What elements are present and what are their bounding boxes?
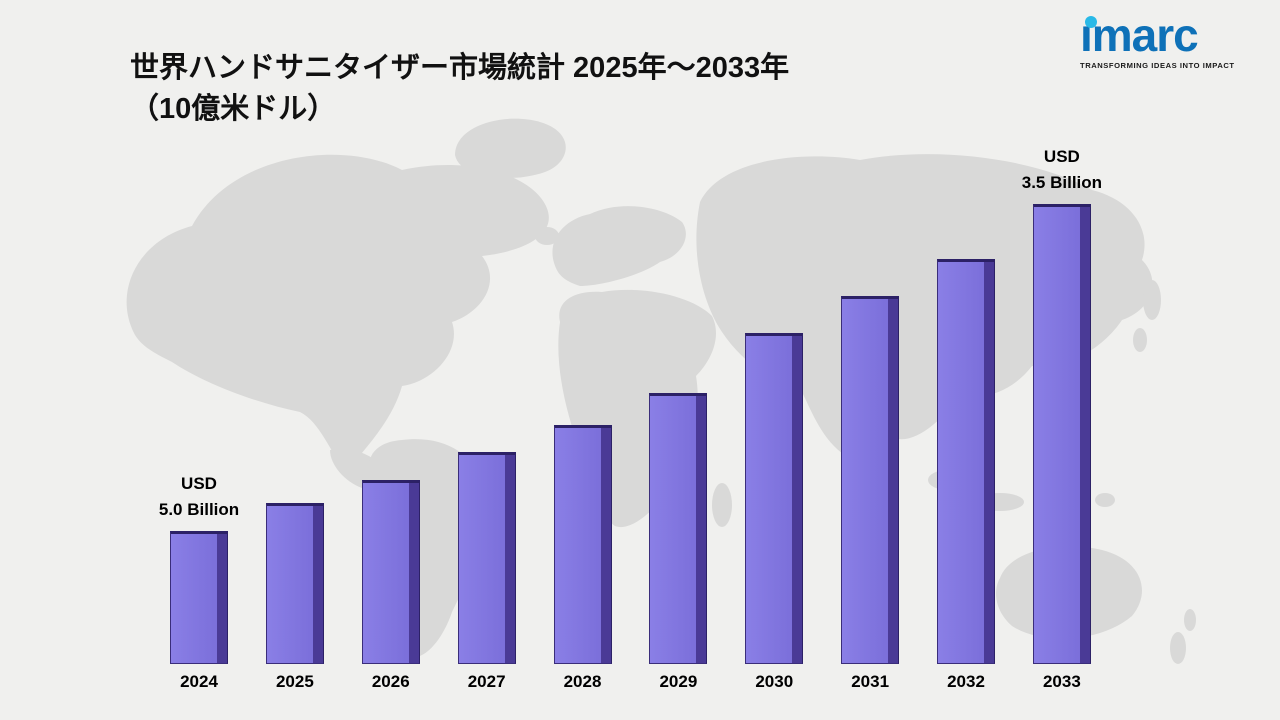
bar-column-2029: 2029 [642, 393, 714, 692]
chart-title: 世界ハンドサニタイザー市場統計 2025年～2033年 （10億米ドル） [130, 48, 1010, 129]
value-label-2024: USD 5.0 Billion [158, 474, 240, 519]
bar-2032 [937, 259, 995, 664]
x-axis-label-2030: 2030 [755, 672, 794, 691]
imarc-logo-wordmark: ımarc [1080, 12, 1266, 58]
bar-chart: USD 5.0 Billion 2024 2025 2026 2027 2028 2029 20… [159, 72, 1102, 692]
x-axis-label-2033: 2033 [1042, 672, 1081, 691]
bar-column-2024: USD 5.0 Billion 2024 [159, 471, 239, 692]
bar-2024 [170, 531, 228, 664]
chart-title-line2: （10億米ドル） [130, 92, 337, 125]
bar-column-2026: 2026 [355, 480, 427, 692]
x-axis-label-2032: 2032 [947, 672, 985, 691]
bar-column-2033: USD 3.5 Billion 2033 [1022, 144, 1102, 692]
x-axis-label-2029: 2029 [659, 672, 698, 691]
bar-column-2031: 2031 [834, 296, 906, 692]
x-axis-label-2027: 2027 [467, 672, 506, 691]
x-axis-label-2025: 2025 [275, 672, 314, 691]
bar-column-2028: 2028 [547, 425, 619, 692]
bar-column-2027: 2027 [451, 452, 523, 692]
bar-column-2025: 2025 [259, 503, 331, 692]
bar-column-2032: 2032 [930, 259, 1002, 692]
x-axis-label-2028: 2028 [563, 672, 602, 691]
imarc-logo-tagline: TRANSFORMING IDEAS INTO IMPACT [1080, 61, 1235, 70]
x-axis-label-2031: 2031 [851, 672, 890, 691]
bar-2026 [361, 480, 420, 664]
bar-2031 [841, 296, 900, 664]
imarc-logo-text: ımarc [1080, 9, 1199, 61]
bar-2028 [553, 425, 612, 664]
bar-2033 [1032, 204, 1091, 664]
x-axis-label-2026: 2026 [371, 672, 410, 691]
imarc-logo-dot-icon [1085, 16, 1097, 28]
bar-2027 [457, 452, 516, 664]
bar-2029 [649, 393, 708, 664]
imarc-logo: ımarc TRANSFORMING IDEAS INTO IMPACT [1080, 12, 1266, 70]
bar-2025 [265, 503, 324, 664]
value-label-2033: USD 3.5 Billion [1021, 147, 1103, 192]
bar-column-2030: 2030 [738, 333, 810, 692]
bar-2030 [745, 333, 804, 664]
x-axis-label-2024: 2024 [180, 672, 218, 691]
chart-title-line1: 世界ハンドサニタイザー市場統計 2025年～2033年 [130, 52, 790, 84]
